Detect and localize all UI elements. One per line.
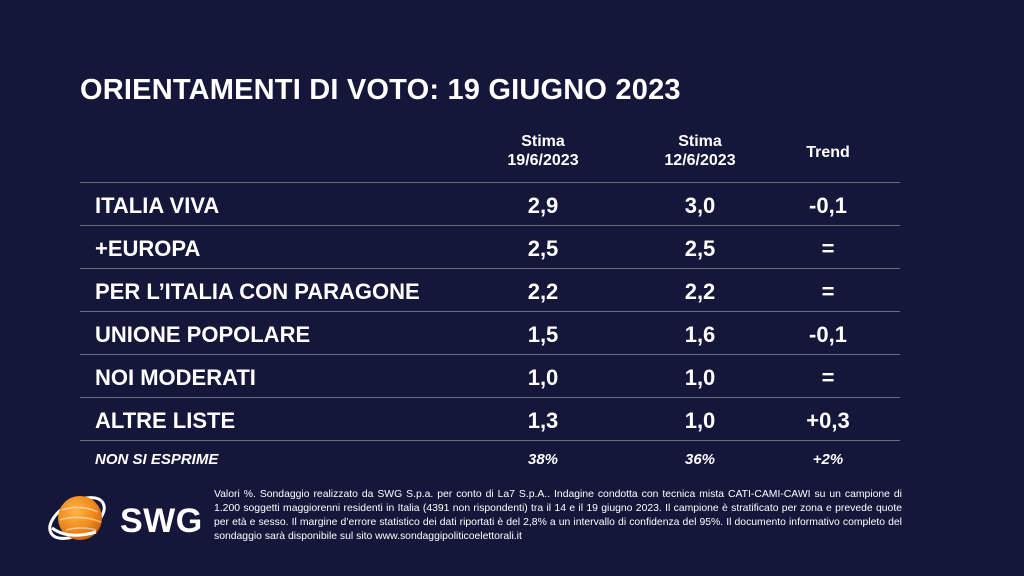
previous-value: 1,0 bbox=[684, 365, 716, 390]
previous-value: 1,0 bbox=[684, 408, 716, 433]
current-value: 38% bbox=[527, 451, 559, 468]
poll-table: ITALIA VIVA 2,9 3,0 -0,1 +EUROPA 2,5 2,5… bbox=[80, 182, 900, 475]
party-name: UNIONE POPOLARE bbox=[95, 322, 311, 347]
table-row: UNIONE POPOLARE 1,5 1,6 -0,1 bbox=[80, 311, 900, 354]
page-title: ORIENTAMENTI DI VOTO: 19 GIUGNO 2023 bbox=[80, 74, 681, 106]
table-row: PER L’ITALIA CON PARAGONE 2,2 2,2 = bbox=[80, 268, 900, 311]
column-header-trend: Trend bbox=[806, 144, 850, 161]
party-name: PER L’ITALIA CON PARAGONE bbox=[95, 279, 420, 304]
party-name: +EUROPA bbox=[95, 236, 201, 261]
table-row: NOI MODERATI 1,0 1,0 = bbox=[80, 354, 900, 397]
current-value: 2,2 bbox=[527, 279, 559, 304]
table-row: +EUROPA 2,5 2,5 = bbox=[80, 225, 900, 268]
column-header-current-line1: Stima bbox=[521, 133, 565, 150]
trend-value: -0,1 bbox=[809, 322, 847, 347]
current-value: 1,0 bbox=[527, 365, 559, 390]
party-name: NOI MODERATI bbox=[95, 365, 256, 390]
previous-value: 2,2 bbox=[684, 279, 716, 304]
non-si-esprime-label: NON SI ESPRIME bbox=[95, 451, 219, 468]
table-row: ALTRE LISTE 1,3 1,0 +0,3 bbox=[80, 397, 900, 440]
trend-value: -0,1 bbox=[809, 193, 847, 218]
previous-value: 36% bbox=[684, 451, 716, 468]
party-name: ITALIA VIVA bbox=[95, 193, 220, 218]
methodology-note: Valori %. Sondaggio realizzato da SWG S.… bbox=[214, 489, 902, 542]
trend-value: +2% bbox=[812, 451, 844, 468]
table-row-non-si-esprime: NON SI ESPRIME 38% 36% +2% bbox=[80, 440, 900, 475]
swg-globe-logo-icon bbox=[48, 496, 106, 540]
current-value: 2,5 bbox=[527, 236, 559, 261]
trend-value: = bbox=[821, 365, 835, 390]
trend-value: = bbox=[821, 279, 835, 304]
column-header-current-date: 19/6/2023 bbox=[507, 152, 579, 169]
column-header-previous-date: 12/6/2023 bbox=[664, 152, 736, 169]
current-value: 1,5 bbox=[527, 322, 559, 347]
party-name: ALTRE LISTE bbox=[95, 408, 236, 433]
trend-value: = bbox=[821, 236, 835, 261]
column-header-current: Stima 19/6/2023 bbox=[468, 132, 618, 170]
column-header-previous: Stima 12/6/2023 bbox=[625, 132, 775, 170]
table-row: ITALIA VIVA 2,9 3,0 -0,1 bbox=[80, 182, 900, 225]
current-value: 1,3 bbox=[527, 408, 559, 433]
swg-logo-text: SWG bbox=[120, 502, 203, 540]
trend-value: +0,3 bbox=[806, 408, 850, 433]
column-header-previous-line1: Stima bbox=[678, 133, 722, 150]
previous-value: 3,0 bbox=[684, 193, 716, 218]
previous-value: 2,5 bbox=[684, 236, 716, 261]
previous-value: 1,6 bbox=[684, 322, 716, 347]
current-value: 2,9 bbox=[527, 193, 559, 218]
